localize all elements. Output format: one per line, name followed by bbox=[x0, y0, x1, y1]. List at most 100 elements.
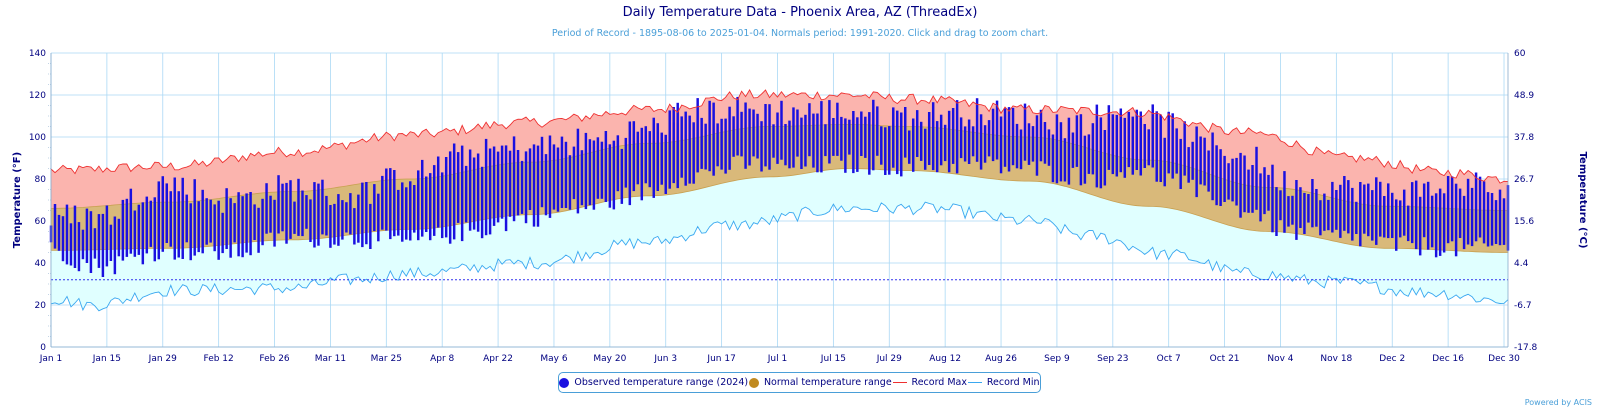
observed-bar bbox=[748, 108, 751, 166]
observed-bar bbox=[556, 147, 560, 212]
observed-bar bbox=[1003, 108, 1007, 167]
observed-bar bbox=[1446, 176, 1450, 244]
observed-bar bbox=[221, 212, 224, 254]
observed-bar bbox=[995, 100, 999, 160]
observed-bar bbox=[480, 166, 484, 239]
credit-link[interactable]: Powered by ACIS bbox=[1524, 398, 1592, 407]
observed-bar bbox=[1478, 176, 1482, 238]
observed-bar bbox=[943, 124, 947, 162]
observed-bar bbox=[492, 146, 496, 226]
observed-bar bbox=[401, 182, 404, 242]
observed-bar bbox=[1331, 181, 1334, 233]
y-tick-label-right: 60 bbox=[1514, 49, 1526, 59]
observed-bar bbox=[141, 202, 145, 265]
observed-bar bbox=[177, 191, 180, 258]
observed-bar bbox=[828, 100, 831, 164]
observed-bar bbox=[1043, 122, 1047, 164]
observed-bar bbox=[1035, 115, 1039, 176]
observed-bar bbox=[149, 200, 153, 247]
observed-bar bbox=[1091, 123, 1095, 175]
observed-bar bbox=[464, 165, 468, 223]
observed-bar bbox=[448, 151, 452, 244]
observed-bar bbox=[133, 210, 137, 257]
observed-bar bbox=[1215, 145, 1218, 206]
observed-bar bbox=[105, 205, 109, 267]
observed-bar bbox=[612, 140, 616, 210]
observed-bar bbox=[884, 127, 887, 175]
observed-bar bbox=[772, 124, 775, 158]
observed-bar bbox=[321, 179, 324, 235]
observed-bar bbox=[313, 182, 316, 248]
observed-bar bbox=[1355, 201, 1358, 234]
observed-bar bbox=[1079, 114, 1083, 186]
observed-bar bbox=[628, 121, 632, 206]
observed-bar bbox=[1395, 199, 1398, 251]
observed-bar bbox=[1235, 157, 1238, 206]
observed-bar bbox=[736, 96, 739, 156]
record-max-band bbox=[51, 89, 1508, 211]
observed-bar bbox=[365, 182, 368, 245]
observed-bar bbox=[1071, 132, 1075, 168]
y-tick-label-left: 0 bbox=[40, 343, 46, 353]
observed-bar bbox=[440, 172, 444, 239]
observed-bar bbox=[161, 176, 165, 252]
x-tick-label: Oct 21 bbox=[1210, 354, 1240, 364]
legend-observed[interactable]: Observed temperature range (2024) bbox=[559, 377, 748, 388]
observed-bar bbox=[1199, 136, 1202, 185]
observed-bar bbox=[1335, 190, 1338, 230]
observed-bar bbox=[836, 102, 839, 156]
observed-bar bbox=[660, 132, 663, 185]
observed-bar bbox=[269, 195, 272, 233]
observed-bar bbox=[1075, 115, 1079, 167]
observed-bar bbox=[963, 126, 967, 162]
observed-bar bbox=[245, 193, 248, 253]
observed-bar bbox=[991, 108, 995, 162]
normal-dot-icon bbox=[748, 377, 759, 388]
observed-bar bbox=[413, 185, 416, 233]
observed-bar bbox=[824, 124, 827, 157]
observed-bar bbox=[93, 228, 97, 259]
observed-bar bbox=[345, 202, 348, 233]
observed-bar bbox=[317, 183, 320, 246]
observed-bar bbox=[488, 148, 492, 235]
legend-normal[interactable]: Normal temperature range bbox=[748, 377, 892, 388]
x-tick-label: Jan 1 bbox=[39, 354, 62, 364]
observed-bar bbox=[213, 204, 216, 252]
y-tick-label-left: 80 bbox=[35, 175, 47, 185]
observed-bar bbox=[173, 177, 176, 260]
observed-bar bbox=[1363, 184, 1366, 234]
observed-bar bbox=[1315, 189, 1318, 227]
observed-bar bbox=[656, 123, 659, 191]
observed-bar bbox=[241, 196, 244, 258]
observed-bar bbox=[1087, 134, 1091, 174]
observed-bar bbox=[967, 119, 971, 164]
observed-bar bbox=[281, 183, 284, 232]
observed-bar bbox=[696, 98, 699, 173]
observed-bar bbox=[1498, 189, 1502, 246]
x-tick-label: Feb 26 bbox=[259, 354, 290, 364]
observed-bar bbox=[892, 107, 895, 168]
observed-bar bbox=[129, 188, 133, 254]
observed-bar bbox=[233, 203, 236, 243]
observed-bar bbox=[812, 113, 815, 168]
observed-bar bbox=[1311, 179, 1314, 228]
observed-bar bbox=[520, 160, 524, 214]
legend-record-min[interactable]: Record Min bbox=[967, 377, 1040, 388]
observed-bar bbox=[1047, 129, 1051, 166]
observed-bar bbox=[640, 127, 644, 201]
observed-bar bbox=[1231, 158, 1234, 202]
observed-bar bbox=[1183, 121, 1186, 176]
observed-bar bbox=[137, 204, 141, 255]
observed-bar bbox=[329, 205, 332, 248]
observed-bar bbox=[65, 204, 69, 265]
y-tick-label-right: 15.6 bbox=[1514, 217, 1534, 227]
observed-bar bbox=[860, 111, 863, 156]
observed-bar bbox=[935, 121, 939, 173]
legend-record-max[interactable]: Record Max bbox=[892, 377, 967, 388]
observed-bar bbox=[444, 157, 448, 238]
x-tick-label: Dec 30 bbox=[1488, 354, 1520, 364]
observed-bar bbox=[1227, 163, 1230, 200]
observed-bar bbox=[1159, 114, 1162, 182]
observed-bar bbox=[1418, 196, 1422, 256]
